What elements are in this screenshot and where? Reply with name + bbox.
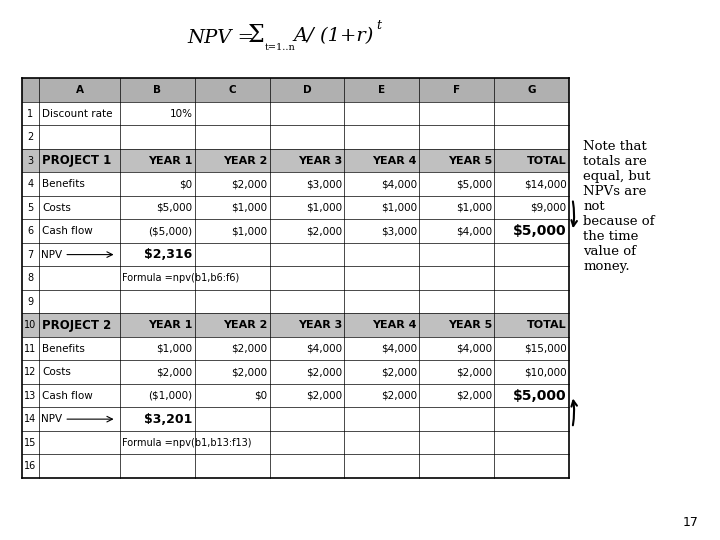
Text: t=1..n: t=1..n [265,43,296,52]
Text: $4,000: $4,000 [456,226,492,236]
Text: YEAR 3: YEAR 3 [298,156,342,166]
Text: Costs: Costs [42,367,71,377]
Text: $2,000: $2,000 [306,367,342,377]
Text: $2,000: $2,000 [231,179,268,189]
Text: $0: $0 [179,179,193,189]
Bar [22,78,569,478]
Text: $3,000: $3,000 [306,179,342,189]
Text: PROJECT 1: PROJECT 1 [42,154,111,167]
Text: $10,000: $10,000 [524,367,567,377]
Text: B: B [153,85,161,95]
Text: $0: $0 [254,390,268,401]
Text: 11: 11 [24,343,37,354]
Text: $1,000: $1,000 [381,202,417,213]
Text: 13: 13 [24,390,37,401]
Text: $2,000: $2,000 [231,367,268,377]
Text: Σ: Σ [248,24,265,46]
Text: $2,316: $2,316 [145,248,193,261]
Text: Discount rate: Discount rate [42,109,112,119]
Text: 15: 15 [24,437,37,448]
Text: YEAR 5: YEAR 5 [448,156,492,166]
Text: 6: 6 [27,226,33,236]
Text: $2,000: $2,000 [381,367,417,377]
Text: 3: 3 [27,156,33,166]
Text: Cash flow: Cash flow [42,390,93,401]
Text: Note that
totals are
equal, but
NPVs are
not
because of
the time
value of
money.: Note that totals are equal, but NPVs are… [583,140,654,273]
Text: Benefits: Benefits [42,343,85,354]
Text: $3,000: $3,000 [381,226,417,236]
Text: 7: 7 [27,249,33,260]
Text: NPV =: NPV = [187,29,254,47]
Text: YEAR 2: YEAR 2 [223,320,268,330]
Text: ($1,000): ($1,000) [148,390,193,401]
Text: NPV: NPV [41,414,63,424]
Text: Costs: Costs [42,202,71,213]
Text: $2,000: $2,000 [306,390,342,401]
Text: $5,000: $5,000 [156,202,193,213]
Text: YEAR 2: YEAR 2 [223,156,268,166]
Text: 16: 16 [24,461,37,471]
Text: G: G [527,85,536,95]
Bar [22,78,569,102]
Bar [22,313,569,337]
Text: $4,000: $4,000 [381,343,417,354]
Text: Formula =npv(b1,b13:f13): Formula =npv(b1,b13:f13) [122,437,251,448]
Text: 17: 17 [683,516,698,529]
Text: 10: 10 [24,320,37,330]
Text: 10%: 10% [170,109,193,119]
Text: 4: 4 [27,179,33,189]
Text: $5,000: $5,000 [513,224,567,238]
Text: A: A [76,85,84,95]
Text: ($5,000): ($5,000) [148,226,193,236]
Text: 2: 2 [27,132,33,142]
Text: YEAR 1: YEAR 1 [148,320,193,330]
Text: $1,000: $1,000 [306,202,342,213]
Text: NPV: NPV [41,249,63,260]
Text: C: C [228,85,236,95]
Text: $2,000: $2,000 [156,367,193,377]
Text: $1,000: $1,000 [156,343,193,354]
Text: $4,000: $4,000 [456,343,492,354]
Text: $14,000: $14,000 [524,179,567,189]
Text: 12: 12 [24,367,37,377]
Text: YEAR 4: YEAR 4 [372,320,417,330]
Text: 8: 8 [27,273,33,283]
Text: $5,000: $5,000 [456,179,492,189]
Text: $2,000: $2,000 [456,390,492,401]
Text: Cash flow: Cash flow [42,226,93,236]
Text: PROJECT 2: PROJECT 2 [42,319,111,332]
Text: 1: 1 [27,109,33,119]
Text: $1,000: $1,000 [456,202,492,213]
Text: $1,000: $1,000 [231,226,268,236]
Text: TOTAL: TOTAL [527,156,567,166]
Text: $5,000: $5,000 [513,389,567,403]
Text: $2,000: $2,000 [456,367,492,377]
Text: YEAR 4: YEAR 4 [372,156,417,166]
Text: Formula =npv(b1,b6:f6): Formula =npv(b1,b6:f6) [122,273,239,283]
Text: $1,000: $1,000 [231,202,268,213]
Text: TOTAL: TOTAL [527,320,567,330]
Text: E: E [378,85,385,95]
Text: $3,201: $3,201 [144,413,193,426]
Text: 14: 14 [24,414,37,424]
Text: $2,000: $2,000 [231,343,268,354]
Text: YEAR 1: YEAR 1 [148,156,193,166]
Text: 9: 9 [27,296,33,307]
Text: $9,000: $9,000 [531,202,567,213]
Text: Benefits: Benefits [42,179,85,189]
Text: F: F [453,85,460,95]
Text: YEAR 3: YEAR 3 [298,320,342,330]
Text: $4,000: $4,000 [381,179,417,189]
Text: $2,000: $2,000 [306,226,342,236]
Text: $15,000: $15,000 [524,343,567,354]
Text: $4,000: $4,000 [306,343,342,354]
Text: A/ (1+r): A/ (1+r) [294,27,374,45]
Text: YEAR 5: YEAR 5 [448,320,492,330]
Text: D: D [302,85,311,95]
Text: 5: 5 [27,202,33,213]
Bar [22,149,569,172]
Text: $2,000: $2,000 [381,390,417,401]
Text: t: t [377,19,382,32]
